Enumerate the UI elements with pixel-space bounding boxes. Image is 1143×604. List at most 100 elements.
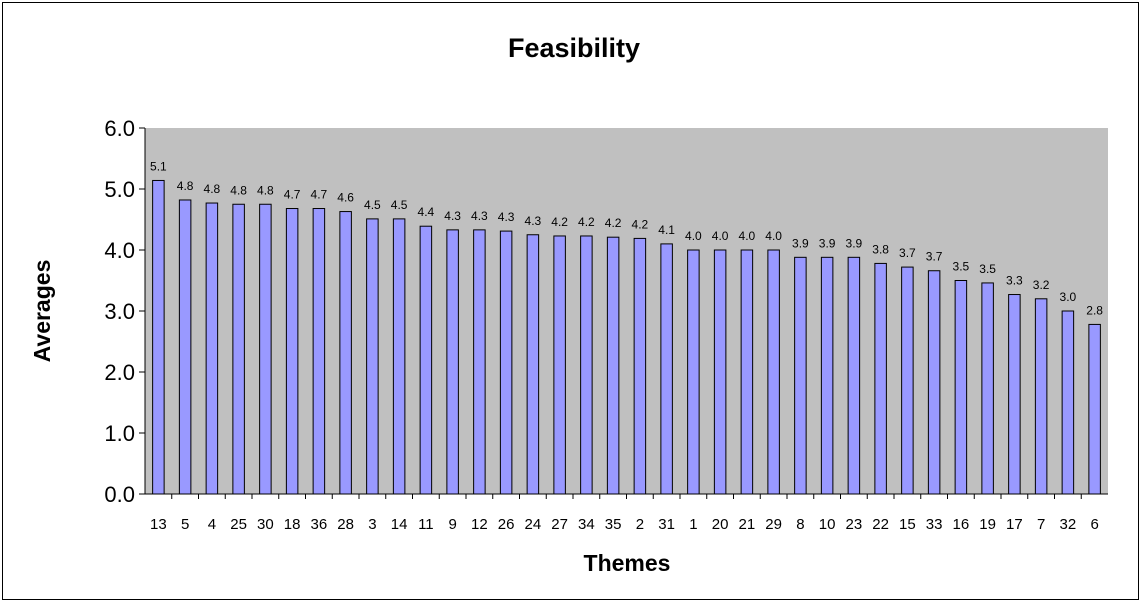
bar-theme-15 xyxy=(901,266,914,495)
data-label-theme-26: 4.3 xyxy=(498,210,515,224)
x-tick-label: 12 xyxy=(471,516,488,533)
bar-theme-14 xyxy=(392,218,406,495)
y-tick-label: 4.0 xyxy=(104,238,135,263)
x-tick-label: 14 xyxy=(391,516,408,533)
bar-theme-32 xyxy=(1061,310,1075,495)
x-tick-label: 11 xyxy=(418,516,434,533)
data-label-theme-13: 5.1 xyxy=(150,159,167,173)
y-tick-label: 0.0 xyxy=(104,482,135,507)
data-label-theme-27: 4.2 xyxy=(551,215,568,229)
bar-theme-28 xyxy=(339,211,352,495)
data-label-theme-20: 4.0 xyxy=(712,229,729,243)
data-label-theme-4: 4.8 xyxy=(204,182,221,196)
x-tick-label: 3 xyxy=(368,516,376,533)
bar-theme-2 xyxy=(633,237,647,495)
x-tick-label: 6 xyxy=(1090,516,1098,533)
data-label-theme-25: 4.8 xyxy=(230,183,247,197)
data-label-theme-11: 4.4 xyxy=(418,205,435,219)
x-tick-label: 23 xyxy=(846,516,863,533)
bar-theme-17 xyxy=(1008,294,1021,495)
data-label-theme-5: 4.8 xyxy=(177,179,194,193)
x-tick-label: 31 xyxy=(658,516,675,533)
x-tick-label: 16 xyxy=(953,516,970,533)
bar-theme-13 xyxy=(152,179,165,495)
x-tick-label: 5 xyxy=(181,516,189,533)
data-label-theme-10: 3.9 xyxy=(819,236,836,250)
bar-theme-12 xyxy=(473,229,486,495)
bar-theme-34 xyxy=(580,235,593,495)
plot-area xyxy=(145,128,1108,494)
data-label-theme-24: 4.3 xyxy=(525,214,542,228)
x-axis-title: Themes xyxy=(584,550,671,576)
x-tick-label: 25 xyxy=(230,516,247,533)
x-tick-label: 19 xyxy=(979,516,996,533)
x-tick-label: 4 xyxy=(208,516,216,533)
y-tick-label: 6.0 xyxy=(104,116,135,141)
data-label-theme-34: 4.2 xyxy=(578,215,595,229)
data-label-theme-33: 3.7 xyxy=(926,250,943,264)
data-label-theme-17: 3.3 xyxy=(1006,274,1023,288)
bar-theme-23 xyxy=(847,256,861,495)
x-tick-label: 15 xyxy=(899,516,916,533)
data-label-theme-9: 4.3 xyxy=(444,209,461,223)
bar-theme-19 xyxy=(981,282,994,495)
data-label-theme-8: 3.9 xyxy=(792,236,809,250)
y-tick-label: 5.0 xyxy=(104,177,135,202)
bar-theme-35 xyxy=(606,236,620,495)
x-tick-label: 17 xyxy=(1006,516,1023,533)
data-labels: 5.1 4.8 4.8 4.8 4.8 4.7 4.7 4.6 4.5 4.5 4.4 4.3 4.3 4… xyxy=(150,159,1103,317)
data-label-theme-12: 4.3 xyxy=(471,209,488,223)
x-tick-label: 30 xyxy=(257,516,274,533)
data-label-theme-14: 4.5 xyxy=(391,198,408,212)
bar-theme-4 xyxy=(205,202,219,495)
x-tick-label: 8 xyxy=(796,516,804,533)
x-tick-label: 7 xyxy=(1037,516,1045,533)
bar-theme-22 xyxy=(874,262,887,495)
x-tick-label: 33 xyxy=(926,516,943,533)
y-axis-ticks: 0.0 1.0 2.0 3.0 4.0 5.0 6.0 xyxy=(104,116,145,507)
bar-theme-6 xyxy=(1088,323,1101,495)
x-tick-label: 36 xyxy=(311,516,328,533)
bar-theme-11 xyxy=(419,225,433,495)
data-label-theme-32: 3.0 xyxy=(1060,290,1077,304)
bar-theme-9 xyxy=(446,229,459,495)
chart-title: Feasibility xyxy=(508,33,640,63)
bar-theme-24 xyxy=(526,234,540,495)
bar-theme-7 xyxy=(1034,298,1048,495)
data-label-theme-7: 3.2 xyxy=(1033,278,1050,292)
data-label-theme-31: 4.1 xyxy=(658,223,675,237)
x-axis-ticks: 13 5 4 25 30 18 36 28 3 14 11 9 12 26 24 27 34 35 2 31 1 20 21… xyxy=(150,494,1099,533)
bar-theme-3 xyxy=(366,218,379,495)
bar-theme-5 xyxy=(178,199,192,495)
x-tick-label: 28 xyxy=(337,516,354,533)
bar-theme-1 xyxy=(687,249,700,495)
data-label-theme-18: 4.7 xyxy=(284,188,301,202)
bar-theme-25 xyxy=(232,203,245,495)
bar-theme-16 xyxy=(954,280,968,495)
y-tick-label: 2.0 xyxy=(104,360,135,385)
data-label-theme-30: 4.8 xyxy=(257,183,274,197)
bar-theme-21 xyxy=(740,249,754,495)
x-tick-label: 21 xyxy=(739,516,756,533)
data-label-theme-1: 4.0 xyxy=(685,229,702,243)
x-tick-label: 26 xyxy=(498,516,515,533)
x-tick-label: 2 xyxy=(636,516,644,533)
data-label-theme-19: 3.5 xyxy=(979,262,996,276)
x-tick-label: 10 xyxy=(819,516,836,533)
data-label-theme-23: 3.9 xyxy=(846,236,863,250)
x-tick-label: 29 xyxy=(765,516,782,533)
x-tick-label: 24 xyxy=(525,516,542,533)
data-label-theme-15: 3.7 xyxy=(899,246,916,260)
bar-theme-10 xyxy=(820,256,834,495)
x-tick-label: 32 xyxy=(1060,516,1077,533)
data-label-theme-35: 4.2 xyxy=(605,216,622,230)
bar-theme-30 xyxy=(259,203,272,495)
bar-theme-36 xyxy=(312,208,326,495)
bar-theme-33 xyxy=(927,270,941,495)
x-tick-label: 27 xyxy=(551,516,568,533)
data-label-theme-22: 3.8 xyxy=(872,242,889,256)
bar-theme-27 xyxy=(553,235,566,495)
bar-theme-29 xyxy=(767,249,780,495)
bar-theme-20 xyxy=(713,249,727,495)
